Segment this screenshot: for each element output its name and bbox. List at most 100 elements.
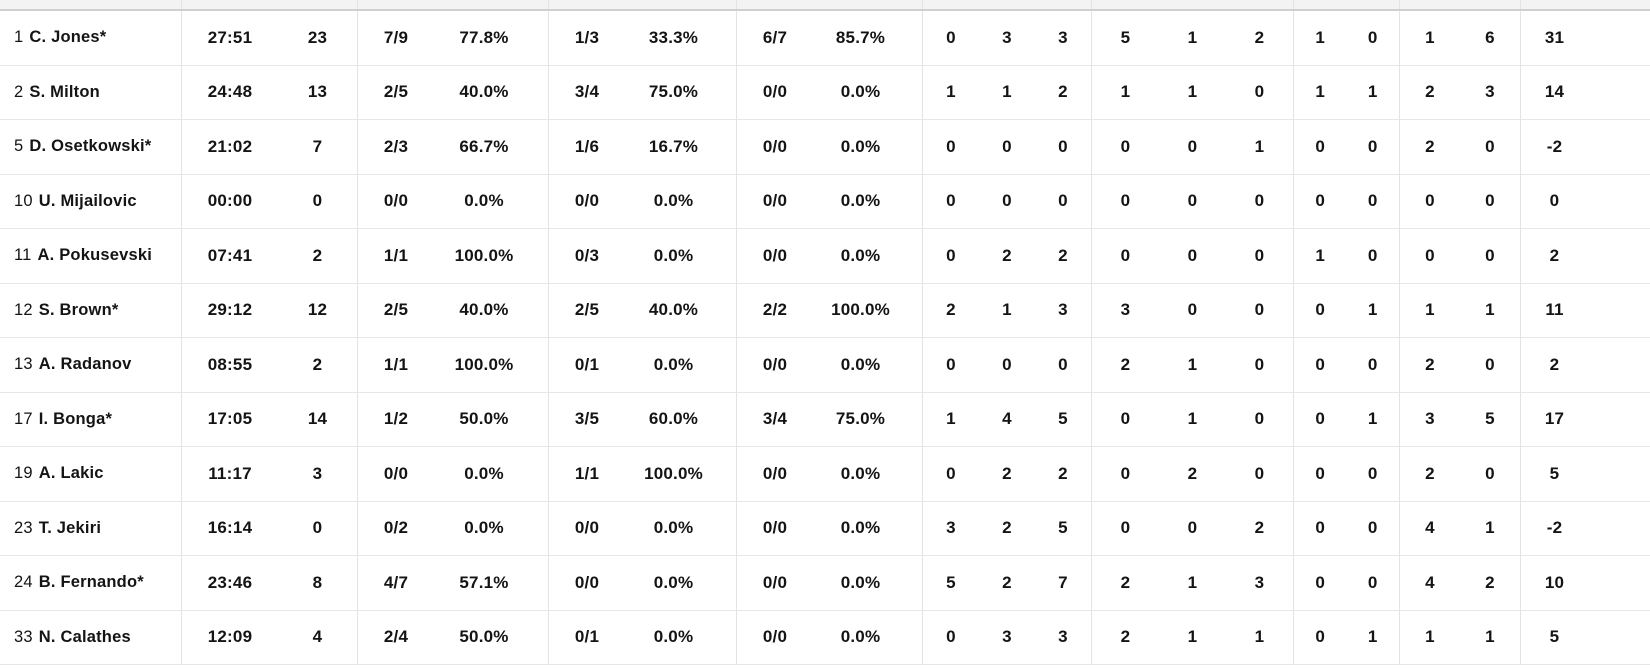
player-jersey-number: 23 [14,518,33,537]
stat-3fg-pct: 0.0% [653,191,694,211]
stat-3fg-pct: 0.0% [653,572,694,592]
stat-pir: -2 [1546,518,1563,538]
stat-defensive-rebounds: 2 [1002,572,1012,592]
group-3fg: 1/1 100.0% [548,447,736,501]
group-3fg: 0/1 0.0% [548,610,736,664]
stat-points: 4 [312,627,323,647]
group-pir: 2 [1520,338,1650,392]
stat-ft-pct: 0.0% [840,82,881,102]
player-name[interactable]: N. Calathes [38,627,131,646]
group-assists-steals-turnovers: 1 1 0 [1091,65,1293,119]
group-3fg: 0/1 0.0% [548,338,736,392]
player-name[interactable]: B. Fernando* [38,573,144,592]
stat-ft-made-att: 0/0 [762,463,788,483]
group-3fg: 1/3 33.3% [548,11,736,65]
player-jersey-number: 13 [14,355,33,374]
stat-blocks-against: 0 [1367,518,1378,538]
player-row: 11 A. Pokusevski 07:41 2 1/1 100.0% 0/3 … [0,229,1650,284]
stat-3fg-made-att: 1/6 [574,136,600,156]
group-3fg: 2/5 40.0% [548,283,736,337]
player-name[interactable]: I. Bonga* [38,409,113,428]
group-pir: 14 [1520,65,1650,119]
player-name[interactable]: T. Jekiri [38,518,102,537]
player-jersey-number: 1 [14,28,24,47]
stat-ft-pct: 85.7% [835,27,886,47]
group-2fg: 7/9 77.8% [357,11,548,65]
stat-3fg-pct: 33.3% [648,27,699,47]
player-cell: 24 B. Fernando* [0,556,181,610]
stat-fouls-received: 0 [1485,136,1495,156]
group-rebounds: 0 0 0 [922,120,1091,174]
header-spacer-pir [1520,0,1650,9]
stat-blocks-against: 1 [1367,82,1378,102]
stat-ft-made-att: 0/0 [762,82,788,102]
stat-points: 2 [312,245,323,265]
player-name[interactable]: S. Milton [29,82,100,101]
stat-steals: 1 [1187,572,1198,592]
group-blocks: 0 0 [1293,338,1399,392]
group-min-pts: 08:55 2 [181,338,357,392]
stat-offensive-rebounds: 1 [946,409,956,429]
stat-ft-made-att: 0/0 [762,572,788,592]
stat-offensive-rebounds: 2 [946,300,956,320]
stat-3fg-pct: 0.0% [653,245,694,265]
stat-fouls-committed: 2 [1425,136,1435,156]
stat-3fg-pct: 0.0% [653,518,694,538]
group-blocks: 0 0 [1293,556,1399,610]
stat-2fg-made-att: 2/3 [383,136,409,156]
stat-2fg-pct: 77.8% [459,27,509,47]
table-body: 1 C. Jones* 27:51 23 7/9 77.8% 1/3 33.3%… [0,11,1650,665]
stat-assists: 2 [1120,354,1131,374]
stat-pir: 14 [1544,82,1565,102]
player-name[interactable]: A. Pokusevski [37,246,153,265]
group-fouls: 4 2 [1399,556,1520,610]
group-min-pts: 17:05 14 [181,392,357,446]
player-cell: 13 A. Radanov [0,338,181,392]
player-name[interactable]: U. Mijailovic [38,191,137,210]
stat-ft-made-att: 2/2 [762,300,788,320]
header-spacer-fouls [1399,0,1520,9]
stat-ft-made-att: 0/0 [762,518,788,538]
player-jersey-number: 5 [14,137,24,156]
stat-ft-pct: 0.0% [840,136,881,156]
stat-2fg-pct: 100.0% [454,245,514,265]
stat-assists: 0 [1120,518,1131,538]
stat-ft-pct: 0.0% [840,627,881,647]
group-assists-steals-turnovers: 0 0 0 [1091,174,1293,228]
player-row: 24 B. Fernando* 23:46 8 4/7 57.1% 0/0 0.… [0,556,1650,611]
stat-2fg-pct: 40.0% [459,82,509,102]
stat-assists: 0 [1120,409,1131,429]
group-min-pts: 27:51 23 [181,11,357,65]
stat-ft-made-att: 6/7 [762,27,788,47]
stat-total-rebounds: 7 [1058,572,1068,592]
player-cell: 19 A. Lakic [0,447,181,501]
header-spacer-3fg [548,0,736,9]
player-cell: 2 S. Milton [0,66,181,120]
stat-offensive-rebounds: 0 [946,191,956,211]
stat-points: 8 [312,572,323,592]
stat-minutes: 16:14 [207,518,253,538]
group-2fg: 0/0 0.0% [357,447,548,501]
player-jersey-number: 33 [14,627,33,646]
group-min-pts: 29:12 12 [181,283,357,337]
group-ft: 0/0 0.0% [736,174,922,228]
stat-fouls-received: 0 [1485,463,1495,483]
player-name[interactable]: A. Lakic [38,464,104,483]
group-assists-steals-turnovers: 0 1 0 [1091,392,1293,446]
stat-3fg-made-att: 0/1 [574,354,600,374]
stat-fouls-committed: 4 [1425,572,1435,592]
group-assists-steals-turnovers: 2 1 1 [1091,610,1293,664]
stat-turnovers: 0 [1254,245,1265,265]
stat-pir: 0 [1549,191,1560,211]
player-cell: 5 D. Osetkowski* [0,120,181,174]
stat-2fg-made-att: 2/4 [383,627,409,647]
group-blocks: 0 1 [1293,283,1399,337]
stat-3fg-pct: 0.0% [653,627,694,647]
stat-fouls-committed: 3 [1425,409,1435,429]
stat-fouls-committed: 1 [1425,27,1435,47]
player-name[interactable]: A. Radanov [38,355,132,374]
player-name[interactable]: C. Jones* [29,28,107,47]
player-name[interactable]: D. Osetkowski* [29,137,152,156]
player-name[interactable]: S. Brown* [38,300,119,319]
stat-steals: 1 [1187,409,1198,429]
